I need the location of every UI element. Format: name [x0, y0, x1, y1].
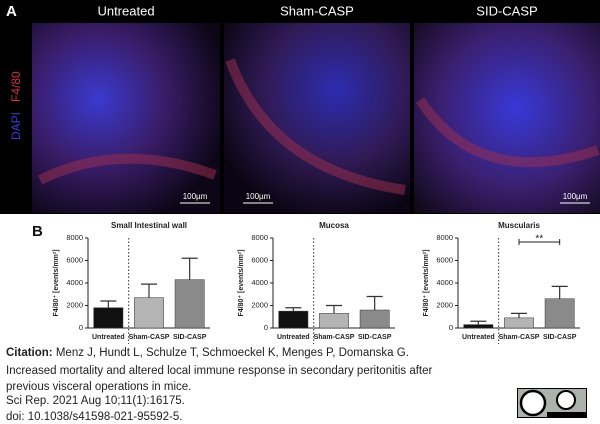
y-tick-label: 8000	[66, 233, 83, 242]
journal: Sci Rep. 2021 Aug 10;11(1):16175.	[6, 395, 185, 407]
y-tick-label: 2000	[251, 300, 268, 309]
bar	[504, 317, 534, 329]
authors: Menz J, Hundt L, Schulze T, Schmoeckel K…	[55, 347, 409, 359]
error-bar	[141, 283, 157, 298]
bar	[134, 297, 164, 329]
x-tick-label: Untreated	[92, 334, 125, 341]
bar	[359, 309, 390, 329]
error-bar	[551, 285, 568, 299]
error-bar	[470, 320, 487, 325]
error-bar	[100, 300, 117, 308]
y-axis-label: F4/80⁺ [events/mm²]	[237, 249, 245, 316]
doi: doi: 10.1038/s41598-021-95592-5.	[6, 411, 183, 423]
error-bar	[285, 307, 302, 312]
bar	[174, 279, 205, 329]
x-tick-label: Sham-CASP	[499, 334, 540, 341]
y-tick-label: 0	[264, 323, 268, 332]
error-bar	[511, 312, 527, 318]
citation-line: Citation: Menz J, Hundt L, Schulze T, Sc…	[6, 347, 409, 359]
y-tick-label: 4000	[436, 278, 453, 287]
column-label: Untreated	[97, 3, 154, 18]
y-axis-label: F4/80⁺ [events/mm²]	[422, 249, 430, 316]
chart-title: Mucosa	[319, 221, 349, 230]
scale-bar-label: 100µm	[183, 192, 208, 201]
y-tick-label: 8000	[436, 233, 453, 242]
license-badge	[517, 388, 587, 418]
y-tick-label: 2000	[66, 300, 83, 309]
scale-bar-label: 100µm	[246, 192, 271, 201]
chart-title: Small Intestinal wall	[111, 221, 187, 230]
bar	[319, 313, 349, 329]
x-tick-label: Untreated	[462, 334, 495, 341]
x-tick-label: Sham-CASP	[129, 334, 170, 341]
x-tick-label: SID-CASP	[173, 334, 207, 341]
error-bar	[181, 257, 198, 280]
figure: A Untreated Sham-CASP SID-CASP DAPI F4/8…	[0, 0, 600, 344]
stain-label: F4/80	[9, 71, 23, 102]
y-tick-label: 8000	[251, 233, 268, 242]
bar	[544, 298, 575, 329]
y-tick-label: 4000	[66, 278, 83, 287]
y-tick-label: 0	[79, 323, 83, 332]
bar	[278, 310, 309, 329]
tissue-layer	[37, 153, 217, 185]
micrograph	[32, 23, 220, 213]
panel-label: B	[32, 223, 43, 240]
error-bar	[366, 295, 383, 310]
tissue-layer	[415, 97, 600, 168]
stain-label: DAPI	[9, 112, 23, 140]
chart-title: Muscularis	[498, 221, 540, 230]
citation-label: Citation:	[6, 347, 53, 359]
y-tick-label: 6000	[251, 255, 268, 264]
bar	[93, 307, 124, 329]
x-tick-label: SID-CASP	[358, 334, 392, 341]
significance-bracket	[518, 239, 561, 245]
y-tick-label: 2000	[436, 300, 453, 309]
column-label: Sham-CASP	[280, 3, 354, 18]
badge-bar	[547, 412, 586, 417]
error-bar	[326, 304, 342, 314]
tissue-layer	[225, 58, 406, 195]
y-tick-label: 6000	[436, 255, 453, 264]
bar	[463, 324, 494, 329]
panel-label: A	[6, 3, 17, 20]
y-tick-label: 0	[449, 323, 453, 332]
scale-bar-label: 100µm	[563, 192, 588, 201]
by-icon	[556, 390, 576, 410]
y-tick-label: 4000	[251, 278, 268, 287]
x-tick-label: Untreated	[277, 334, 310, 341]
y-tick-label: 6000	[66, 255, 83, 264]
y-axis-label: F4/80⁺ [events/mm²]	[52, 249, 60, 316]
article-title: Increased mortality and altered local im…	[6, 365, 433, 393]
x-tick-label: Sham-CASP	[314, 334, 355, 341]
x-tick-label: SID-CASP	[543, 334, 577, 341]
cc-icon	[519, 389, 547, 417]
micrograph	[414, 23, 600, 213]
column-label: SID-CASP	[476, 3, 537, 18]
significance-label: **	[535, 234, 543, 245]
